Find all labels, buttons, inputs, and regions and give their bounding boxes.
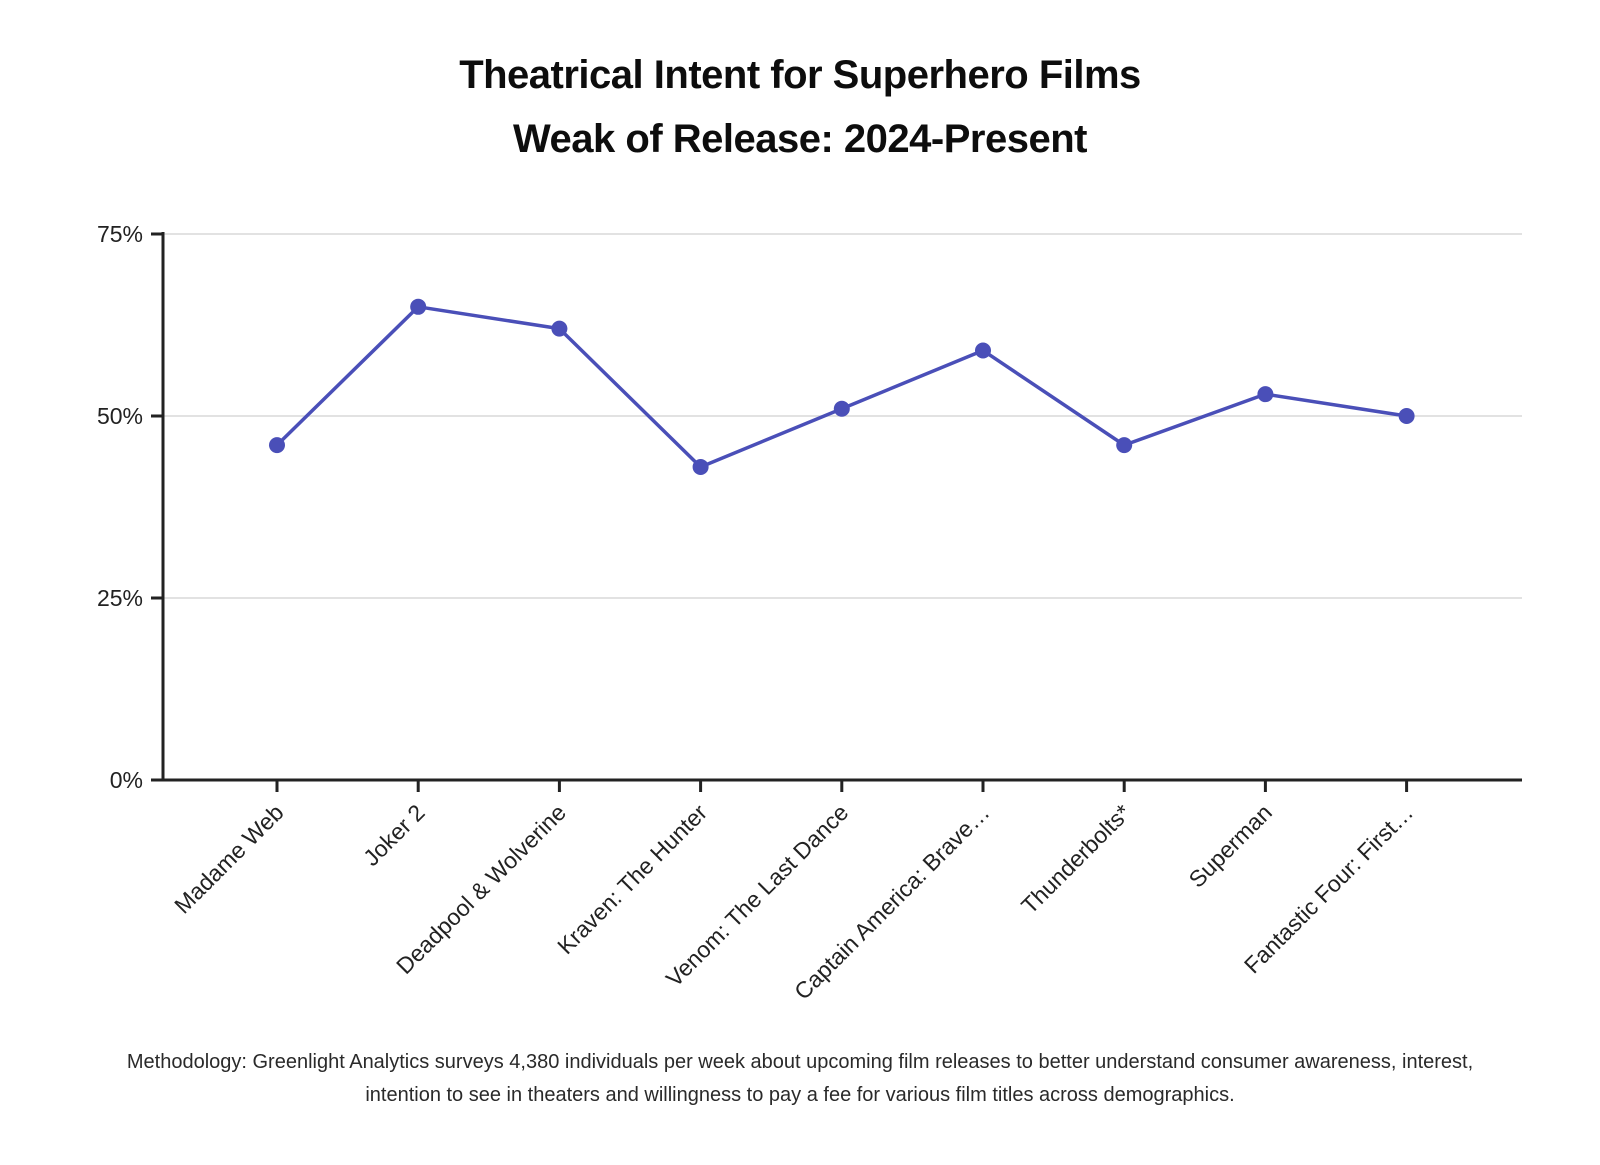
data-point [1257, 386, 1274, 403]
x-tick-label: Madame Web [169, 799, 288, 918]
x-tick-label: Kraven: The Hunter [552, 799, 712, 959]
data-point [833, 400, 850, 417]
data-point [692, 458, 709, 475]
data-point [551, 320, 568, 337]
methodology-note: Methodology: Greenlight Analytics survey… [126, 1051, 1474, 1106]
axes [161, 232, 1522, 782]
data-point [410, 298, 427, 315]
y-tick-label: 50% [97, 403, 143, 429]
y-axis-ticks: 0% 25% 50% 75% [97, 221, 163, 793]
chart-subtitle: Weak of Release: 2024-Present [513, 117, 1087, 161]
data-point [975, 342, 991, 359]
x-tick-label: Superman [1184, 799, 1277, 892]
x-tick-label: Thunderbolts* [1016, 799, 1136, 919]
series-line [275, 305, 1407, 469]
series [269, 298, 1415, 475]
data-point [1116, 437, 1133, 454]
y-tick-label: 75% [97, 221, 143, 247]
x-tick-label: Joker 2 [358, 799, 430, 871]
chart-title: Theatrical Intent for Superhero Films [459, 53, 1141, 97]
y-tick-label: 25% [97, 585, 143, 611]
y-tick-label: 0% [110, 767, 143, 793]
chart-title-block: Theatrical Intent for Superhero Films We… [0, 52, 1600, 180]
data-point [1398, 408, 1415, 424]
data-point [269, 437, 285, 454]
